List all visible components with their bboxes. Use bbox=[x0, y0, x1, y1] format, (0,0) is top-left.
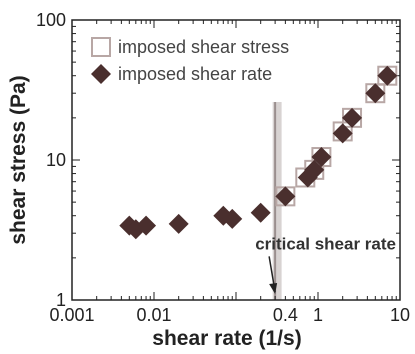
shear-rate-point bbox=[250, 202, 271, 223]
y-tick-label: 10 bbox=[46, 150, 66, 170]
x-tick-label: 10 bbox=[390, 305, 410, 325]
y-tick-label: 100 bbox=[36, 10, 66, 30]
axes: 0.001 0.01 0.4 1 10 1 10 100 bbox=[36, 10, 410, 325]
shear-rate-point bbox=[136, 215, 157, 236]
shear-rate-point bbox=[377, 65, 398, 86]
data-points bbox=[119, 65, 398, 240]
y-axis-label: shear stress (Pa) bbox=[7, 75, 30, 244]
legend-label-shear-stress: imposed shear stress bbox=[118, 37, 289, 57]
shear-rate-point bbox=[222, 208, 243, 229]
critical-shear-rate-label: critical shear rate bbox=[255, 234, 396, 253]
shear-rate-point bbox=[275, 186, 296, 207]
legend: imposed shear stress imposed shear rate bbox=[91, 37, 289, 84]
x-tick-label: 0.4 bbox=[273, 305, 298, 325]
y-tick-label: 1 bbox=[56, 290, 66, 310]
legend-label-shear-rate: imposed shear rate bbox=[118, 64, 272, 84]
shear-rate-point bbox=[332, 123, 353, 144]
x-axis-label: shear rate (1/s) bbox=[152, 327, 301, 350]
annotation: critical shear rate bbox=[255, 234, 396, 294]
x-tick-label: 0.001 bbox=[49, 305, 94, 325]
x-tick-label: 1 bbox=[313, 305, 323, 325]
x-tick-label: 0.01 bbox=[136, 305, 171, 325]
legend-square-icon bbox=[91, 37, 111, 57]
plot-frame bbox=[71, 19, 401, 301]
shear-rate-point bbox=[342, 107, 363, 128]
annotation-arrowhead bbox=[269, 283, 278, 294]
shear-rate-point bbox=[168, 213, 189, 234]
legend-diamond-icon bbox=[91, 64, 111, 84]
shear-rate-point bbox=[311, 147, 332, 168]
shear-rate-point bbox=[365, 83, 386, 104]
